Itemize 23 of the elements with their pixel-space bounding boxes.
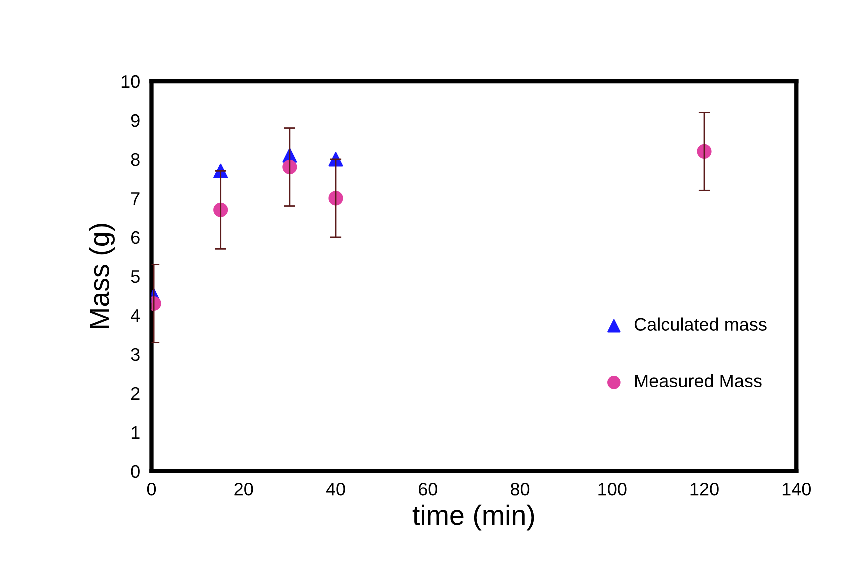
x-tick-label: 100: [598, 483, 627, 496]
y-tick-label: 5: [131, 270, 140, 284]
x-tick-label: 60: [419, 483, 438, 496]
y-tick-label: 8: [131, 153, 140, 166]
x-tick-label: 0: [147, 483, 156, 496]
y-tick-label: 9: [131, 114, 140, 128]
y-tick-label: 1: [132, 426, 140, 439]
y-tick-label: 7: [132, 192, 140, 206]
x-axis-title: time (min): [412, 504, 534, 531]
x-tick-label: 40: [326, 483, 346, 496]
x-tick-label: 20: [234, 483, 254, 496]
y-tick-label: 4: [131, 310, 140, 322]
y-tick-label: 10: [122, 75, 140, 88]
y-axis-title: Mass (g): [89, 224, 115, 328]
y-tick-label: 0: [131, 465, 140, 478]
legend-label: Calculated mass: [634, 318, 767, 332]
y-tick-label: 2: [131, 387, 140, 400]
y-tick-label: 3: [131, 348, 140, 362]
y-tick-label: 6: [132, 231, 140, 244]
x-tick-label: 140: [782, 483, 811, 496]
x-tick-label: 120: [690, 483, 719, 496]
legend-label: Measured Mass: [636, 374, 762, 388]
x-tick-label: 80: [510, 483, 530, 496]
